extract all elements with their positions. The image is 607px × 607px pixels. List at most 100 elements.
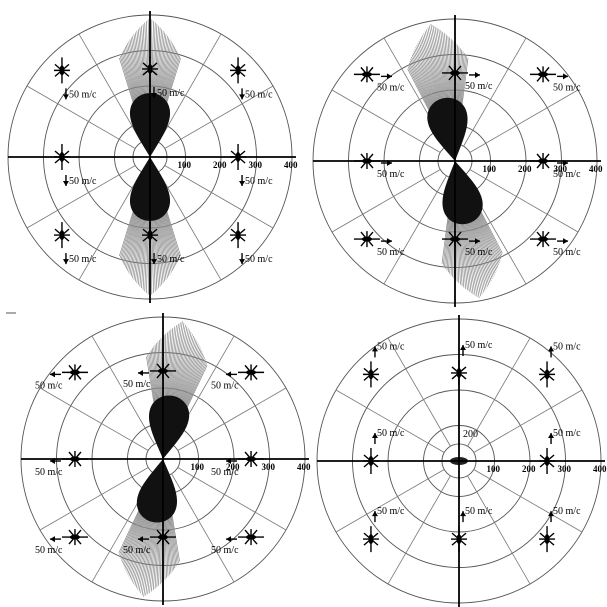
aircraft-marker: 50 m/c [353,66,405,93]
tick-label-400: 400 [589,164,603,174]
polar-panel-top-left: 100 200 300 400 50 m/c 50 m/c 50 m/c 50 m/c 50 m… [7,11,298,303]
radial-spoke [39,387,149,451]
tick-label-100: 100 [191,462,205,472]
velocity-label: 50 m/c [69,254,97,265]
radial-spoke [387,337,451,447]
aircraft-marker: 50 m/c [539,341,581,388]
aircraft-marker: 50 m/c [35,364,88,391]
velocity-label: 50 m/c [465,247,493,258]
aircraft-marker: 50 m/c [530,231,581,258]
velocity-label: 50 m/c [465,506,493,517]
velocity-label: 50 m/c [69,89,97,100]
radial-spoke [467,475,531,585]
aircraft-marker: 50 m/c [211,529,265,556]
aircraft-marker: 50 m/c [35,529,88,556]
velocity-label: 50 m/c [377,82,405,93]
radial-spoke [331,169,441,233]
polar-panel-bottom-right: 100 200 300 400 50 m/c 50 m/c 50 m/c 50 m/c 50 m… [316,315,607,607]
radial-spoke [26,165,136,229]
aircraft-marker: 50 m/c [451,506,493,553]
velocity-label: 50 m/c [465,340,493,351]
radial-spoke [78,171,142,281]
velocity-label: 50 m/c [553,82,581,93]
aircraft-marker: 50 m/c [353,231,405,258]
velocity-label: 50 m/c [377,341,405,352]
tick-label-200: 200 [226,462,240,472]
radial-spoke [473,469,583,533]
radial-spoke [158,33,222,143]
aircraft-marker: 50 m/c [530,153,581,180]
tick-label-200: 200 [518,164,532,174]
scale-label: 200 [463,429,478,440]
polar-panel-top-right: 100 200 300 400 50 m/c 50 m/c 50 m/c 50 m/c 50 m… [312,15,603,307]
velocity-label: 50 m/c [157,88,185,99]
tick-label-400: 400 [297,462,311,472]
velocity-label: 50 m/c [465,81,493,92]
aircraft-marker: 50 m/c [230,144,273,187]
aircraft-marker: 50 m/c [230,222,273,265]
aircraft-marker: 50 m/c [35,451,88,478]
aircraft-marker: 50 m/c [123,362,176,390]
radial-spoke [26,85,136,149]
velocity-label: 50 m/c [157,254,185,265]
radial-spoke [78,33,142,143]
velocity-label: 50 m/c [553,506,581,517]
radial-spoke [177,467,287,531]
aircraft-marker: 50 m/c [53,144,97,187]
aircraft-marker: 50 m/c [539,506,581,553]
aircraft-marker: 50 m/c [353,153,405,180]
velocity-label: 50 m/c [553,341,581,352]
velocity-label: 50 m/c [69,176,97,187]
velocity-label: 50 m/c [245,176,273,187]
tick-label-300: 300 [249,160,263,170]
aircraft-marker: 50 m/c [539,428,581,474]
aircraft-marker: 50 m/c [451,340,493,386]
radial-spoke [177,387,287,451]
tick-label-400: 400 [284,160,298,170]
tick-label-100: 100 [483,164,497,174]
aircraft-marker: 50 m/c [53,222,97,265]
velocity-label: 50 m/c [35,380,63,391]
radial-spoke [383,175,447,285]
aircraft-marker: 50 m/c [530,66,581,93]
aircraft-marker: 50 m/c [211,451,265,478]
tick-label-100: 100 [178,160,192,170]
tick-label-300: 300 [262,462,276,472]
aircraft-marker: 50 m/c [362,341,405,388]
radial-spoke [463,37,527,147]
aircraft-marker: 50 m/c [142,55,185,99]
aircraft-marker: 50 m/c [362,428,405,474]
velocity-label: 50 m/c [553,428,581,439]
radial-spoke [473,389,583,453]
radial-spoke [387,475,451,585]
aircraft-marker: 50 m/c [53,57,97,100]
aircraft-marker: 50 m/c [211,364,265,391]
tick-label-200: 200 [213,160,227,170]
velocity-label: 50 m/c [211,545,239,556]
radial-spoke [335,389,445,453]
tick-label-300: 300 [554,164,568,174]
aircraft-marker: 50 m/c [442,64,493,92]
radial-spoke [164,85,274,149]
aircraft-marker: 50 m/c [442,231,493,258]
radial-spoke [158,171,222,281]
radial-spoke [91,335,155,445]
velocity-label: 50 m/c [377,428,405,439]
tick-label-200: 200 [522,464,536,474]
aircraft-marker: 50 m/c [123,529,176,556]
velocity-label: 50 m/c [553,169,581,180]
velocity-label: 50 m/c [377,247,405,258]
radial-spoke [469,169,579,233]
velocity-label: 50 m/c [211,467,239,478]
polar-panel-bottom-left: 100 200 300 400 50 m/c 50 m/c 50 m/c 50 m/c 50 m… [20,313,311,605]
radial-spoke [164,165,274,229]
tick-label-300: 300 [558,464,572,474]
velocity-label: 50 m/c [553,247,581,258]
tick-label-100: 100 [487,464,501,474]
tick-label-400: 400 [593,464,607,474]
radial-spoke [467,337,531,447]
velocity-label: 50 m/c [377,169,405,180]
radial-spoke [171,473,235,583]
radial-spoke [469,89,579,153]
velocity-label: 50 m/c [211,380,239,391]
